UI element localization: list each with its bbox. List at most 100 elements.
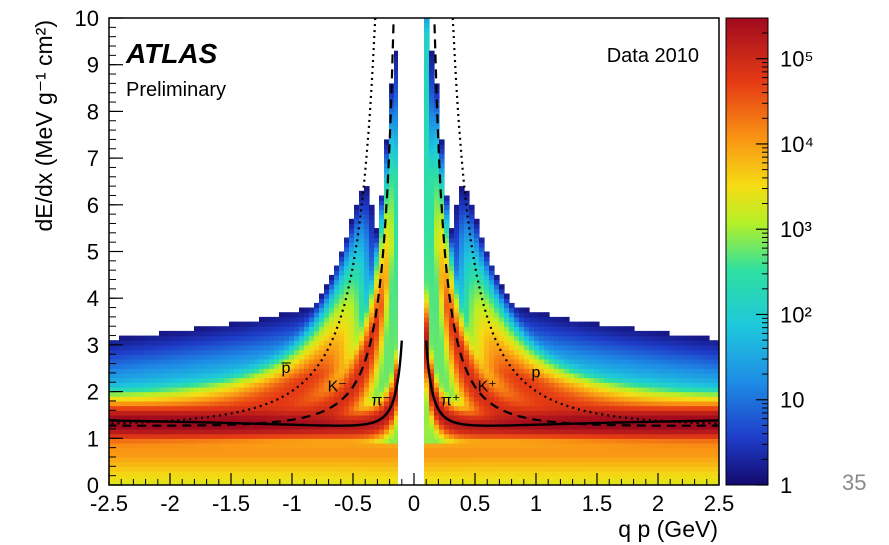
heatmap-cell (439, 447, 445, 453)
heatmap-cell (679, 447, 685, 453)
heatmap-cell (444, 396, 450, 402)
heatmap-cell (574, 475, 580, 481)
heatmap-cell (254, 400, 260, 407)
heatmap-cell (124, 349, 130, 355)
heatmap-cell (614, 457, 620, 463)
heatmap-cell (359, 391, 365, 397)
heatmap-cell (699, 368, 705, 374)
heatmap-cell (514, 382, 520, 388)
heatmap-cell (624, 340, 630, 346)
heatmap-cell (669, 405, 675, 411)
heatmap-cell (139, 340, 145, 346)
heatmap-cell (389, 223, 395, 229)
heatmap-cell (489, 270, 495, 276)
heatmap-cell (179, 466, 185, 472)
heatmap-cell (194, 344, 200, 351)
heatmap-cell (424, 204, 430, 211)
heatmap-cell (699, 372, 705, 379)
heatmap-cell (459, 298, 465, 304)
heatmap-cell (224, 368, 230, 374)
heatmap-cell (129, 419, 135, 425)
heatmap-cell (464, 321, 470, 327)
heatmap-cell (709, 386, 715, 393)
heatmap-cell (444, 429, 450, 435)
heatmap-cell (444, 354, 450, 360)
heatmap-cell (364, 447, 370, 453)
heatmap-cell (459, 186, 465, 192)
heatmap-cell (604, 400, 610, 407)
heatmap-cell (369, 424, 375, 430)
heatmap-cell (109, 368, 115, 374)
heatmap-cell (394, 312, 400, 318)
heatmap-cell (289, 438, 295, 444)
heatmap-cell (369, 284, 375, 290)
heatmap-cell (254, 372, 260, 379)
heatmap-cell (544, 377, 550, 383)
heatmap-cell (129, 410, 135, 416)
heatmap-cell (614, 424, 620, 430)
heatmap-cell (379, 195, 385, 201)
heatmap-cell (434, 293, 440, 299)
heatmap-cell (224, 377, 230, 383)
heatmap-cell (474, 391, 480, 397)
heatmap-cell (449, 363, 455, 369)
heatmap-cell (704, 396, 710, 402)
heatmap-cell (184, 335, 190, 341)
heatmap-cell (319, 321, 325, 327)
heatmap-cell (364, 410, 370, 416)
heatmap-cell (359, 363, 365, 369)
heatmap-cell (689, 429, 695, 435)
heatmap-cell (589, 433, 595, 439)
heatmap-cell (424, 92, 430, 98)
heatmap-cell (359, 471, 365, 477)
heatmap-cell (474, 386, 480, 393)
heatmap-cell (464, 349, 470, 355)
heatmap-cell (544, 438, 550, 444)
heatmap-cell (429, 368, 435, 374)
heatmap-cell (394, 200, 400, 206)
heatmap-cell (394, 50, 400, 56)
heatmap-cell (489, 326, 495, 332)
heatmap-cell (279, 312, 285, 318)
heatmap-cell (689, 335, 695, 341)
heatmap-cell (394, 102, 400, 108)
heatmap-cell (574, 443, 580, 449)
heatmap-cell (359, 466, 365, 472)
heatmap-cell (574, 419, 580, 425)
heatmap-cell (699, 466, 705, 472)
heatmap-cell (359, 242, 365, 248)
heatmap-cell (389, 443, 395, 449)
heatmap-cell (319, 433, 325, 439)
heatmap-cell (639, 429, 645, 435)
heatmap-cell (339, 382, 345, 388)
heatmap-cell (514, 438, 520, 444)
heatmap-cell (454, 223, 460, 229)
heatmap-cell (359, 330, 365, 337)
heatmap-cell (524, 443, 530, 449)
heatmap-cell (314, 330, 320, 337)
heatmap-cell (444, 410, 450, 416)
heatmap-cell (594, 368, 600, 374)
heatmap-cell (509, 466, 515, 472)
heatmap-cell (314, 382, 320, 388)
heatmap-cell (509, 386, 515, 393)
heatmap-cell (364, 349, 370, 355)
heatmap-cell (194, 447, 200, 453)
heatmap-cell (524, 396, 530, 402)
heatmap-cell (159, 330, 165, 337)
heatmap-cell (204, 438, 210, 444)
heatmap-cell (384, 265, 390, 271)
heatmap-cell (469, 279, 475, 285)
heatmap-cell (134, 457, 140, 463)
heatmap-cell (629, 382, 635, 388)
heatmap-cell (384, 260, 390, 267)
heatmap-cell (319, 400, 325, 407)
heatmap-cell (539, 386, 545, 393)
heatmap-cell (354, 447, 360, 453)
heatmap-cell (114, 386, 120, 393)
heatmap-cell (359, 256, 365, 262)
heatmap-cell (699, 452, 705, 458)
heatmap-cell (674, 429, 680, 435)
heatmap-cell (244, 405, 250, 411)
heatmap-cell (584, 354, 590, 360)
